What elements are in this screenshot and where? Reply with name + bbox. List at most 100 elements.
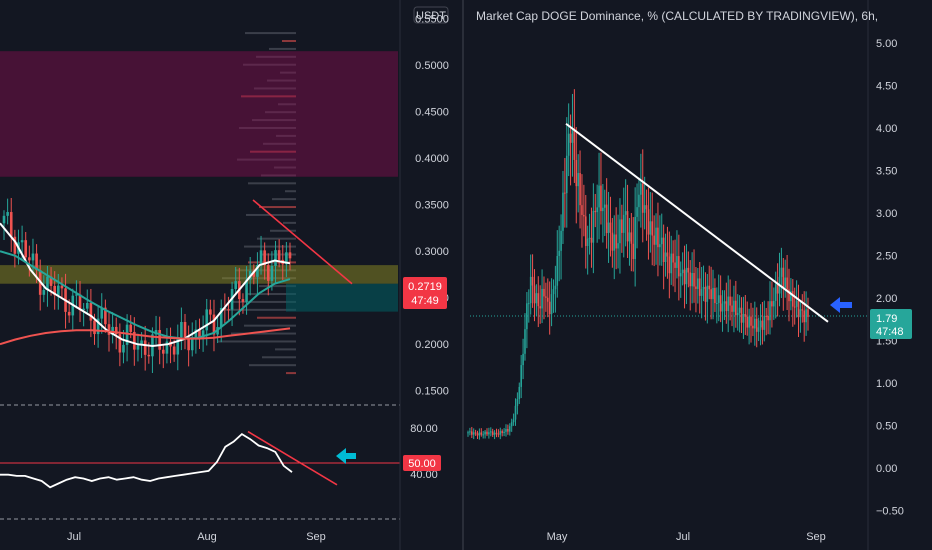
dominance-candle bbox=[807, 297, 809, 331]
volume-profile-bar bbox=[246, 293, 296, 296]
volume-profile-bar bbox=[218, 340, 296, 343]
moving-average-line bbox=[0, 327, 291, 346]
volume-profile-bar bbox=[282, 40, 296, 42]
volume-profile-bar bbox=[248, 182, 296, 185]
dominance-candle bbox=[801, 294, 804, 323]
dominance-candle bbox=[495, 428, 498, 438]
candle bbox=[75, 280, 78, 309]
dominance-candle bbox=[700, 267, 703, 319]
dominance-candle bbox=[733, 285, 735, 333]
dominance-candle bbox=[655, 213, 657, 265]
dominance-candle bbox=[527, 289, 530, 323]
dominance-candle bbox=[679, 261, 682, 298]
candle bbox=[252, 264, 256, 285]
dominance-candle bbox=[752, 307, 754, 337]
volume-profile-bar bbox=[244, 324, 296, 327]
volume-profile-bar bbox=[261, 174, 296, 177]
price-axis[interactable]: 0.55000.50000.45000.40000.35000.30000.25… bbox=[415, 14, 449, 398]
dominance-tick: 2.00 bbox=[876, 293, 897, 305]
dominance-candle bbox=[769, 281, 771, 335]
dominance-candle bbox=[638, 177, 640, 222]
dominance-candle bbox=[757, 317, 760, 342]
dominance-candle bbox=[670, 235, 673, 285]
rsi-trendline[interactable] bbox=[247, 430, 338, 486]
dominance-candle bbox=[533, 269, 536, 322]
dominance-candle bbox=[719, 275, 722, 323]
volume-profile-bar bbox=[250, 150, 296, 153]
dominance-candle bbox=[788, 268, 790, 322]
candle bbox=[176, 324, 180, 371]
dominance-candle bbox=[664, 233, 667, 277]
dominance-candle bbox=[803, 291, 806, 342]
candle bbox=[133, 317, 136, 366]
right-chart-panel[interactable]: Market Cap DOGE Dominance, % (CALCULATED… bbox=[462, 0, 932, 550]
volume-profile-bar bbox=[235, 269, 296, 272]
dominance-candle bbox=[505, 424, 507, 437]
dominance-series bbox=[467, 89, 809, 440]
dominance-candle bbox=[543, 276, 545, 320]
candle bbox=[187, 325, 190, 367]
dominance-candle bbox=[767, 301, 769, 335]
x-label-aug: Aug bbox=[197, 531, 217, 543]
candle bbox=[60, 277, 64, 299]
dominance-candle bbox=[687, 251, 690, 288]
volume-profile-bar bbox=[249, 364, 296, 367]
dominance-candle bbox=[510, 418, 513, 432]
dominance-candle bbox=[668, 231, 671, 299]
dominance-candle bbox=[698, 262, 701, 314]
dominance-candle bbox=[512, 413, 515, 426]
dominance-axis[interactable]: 5.004.504.003.503.002.502.001.501.000.50… bbox=[876, 38, 904, 518]
dominance-candle bbox=[706, 273, 709, 324]
dominance-candle bbox=[586, 225, 589, 275]
volume-profile-bar bbox=[243, 63, 296, 66]
x-label-jul: Jul bbox=[676, 531, 690, 543]
last-price-badge: 0.2719 47:49 bbox=[403, 277, 447, 309]
last-price-value: 0.2719 bbox=[408, 281, 442, 293]
dominance-candle bbox=[716, 287, 718, 324]
dominance-candle bbox=[548, 281, 551, 335]
dominance-candle bbox=[470, 426, 473, 439]
candle bbox=[28, 245, 31, 277]
dominance-candle bbox=[590, 207, 593, 268]
dominance-trendline[interactable] bbox=[565, 122, 829, 323]
price-trendline[interactable] bbox=[252, 199, 353, 285]
volume-profile-bar bbox=[241, 95, 296, 98]
dominance-candle bbox=[678, 234, 680, 301]
candle bbox=[227, 296, 230, 321]
dominance-candle bbox=[771, 281, 773, 328]
dominance-candle bbox=[717, 274, 720, 322]
dominance-candle bbox=[797, 284, 800, 338]
price-tick: 0.4500 bbox=[415, 107, 449, 119]
dominance-candle bbox=[605, 178, 608, 249]
dominance-candle bbox=[575, 127, 578, 224]
dominance-candle bbox=[674, 239, 676, 293]
volume-profile-bar bbox=[285, 190, 296, 193]
dominance-candle bbox=[488, 427, 490, 439]
dominance-candle bbox=[541, 269, 543, 324]
candle bbox=[245, 266, 248, 315]
candle bbox=[256, 252, 259, 294]
candle bbox=[114, 317, 118, 350]
dominance-candle bbox=[596, 184, 598, 243]
dominance-candle bbox=[774, 271, 777, 319]
dominance-candle bbox=[763, 300, 766, 342]
candle bbox=[201, 315, 205, 352]
dominance-candle bbox=[467, 430, 469, 437]
dominance-candle bbox=[514, 398, 517, 426]
dominance-candle bbox=[738, 295, 741, 333]
price-candles bbox=[2, 197, 292, 373]
right-countdown: 47:48 bbox=[876, 326, 904, 338]
dominance-candle bbox=[748, 308, 750, 345]
left-chart-panel[interactable]: USDT 0.5500 0.5000 0.4500 0.4000 0.3500 0.300… bbox=[0, 0, 462, 550]
dominance-candle bbox=[617, 214, 619, 269]
candle bbox=[274, 240, 277, 283]
candle bbox=[161, 343, 165, 369]
dominance-candle bbox=[754, 301, 756, 346]
dominance-candle bbox=[545, 282, 547, 312]
currency-selector[interactable] bbox=[413, 6, 449, 24]
dominance-candle bbox=[765, 307, 768, 336]
volume-profile-bar bbox=[259, 206, 296, 209]
dominance-tick: −0.50 bbox=[876, 506, 904, 518]
volume-profile-bar bbox=[233, 300, 296, 303]
